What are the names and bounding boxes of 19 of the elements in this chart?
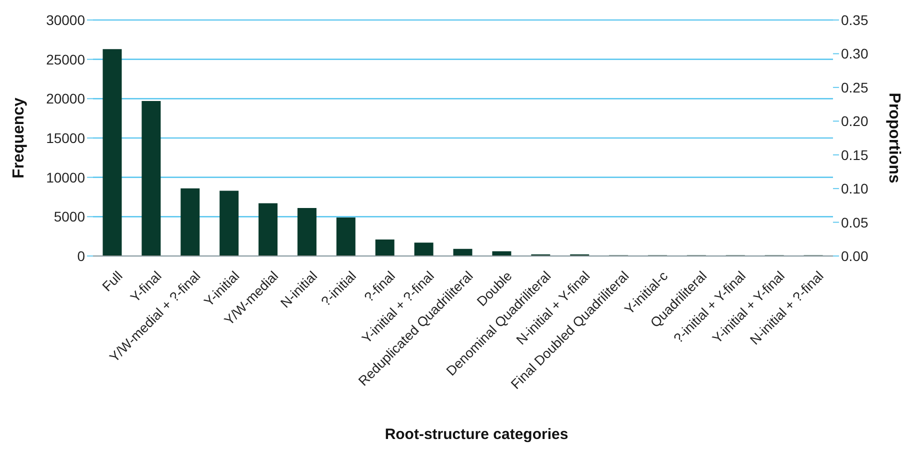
x-tick-label: Full — [99, 268, 126, 294]
y2-tick-label: 0.10 — [841, 180, 868, 197]
y2-tick-label: 0.05 — [841, 214, 868, 230]
y-axis-title: Frequency — [10, 97, 28, 178]
y-tick-label: 20000 — [46, 90, 86, 107]
y2-tick-label: 0.00 — [841, 248, 868, 264]
y-tick-label: 30000 — [46, 12, 86, 28]
y2-tick-label: 0.35 — [841, 12, 868, 28]
x-axis-title: Root-structure categories — [384, 426, 570, 443]
y-tick-label: 5000 — [54, 208, 86, 225]
y2-tick-label: 0.15 — [841, 146, 868, 163]
y-tick-label: 10000 — [46, 169, 86, 186]
y2-tick-label: 0.20 — [841, 113, 868, 130]
y-tick-label: 25000 — [46, 51, 86, 68]
y-tick-label: 15000 — [46, 130, 86, 146]
y-tick-label: 0 — [77, 248, 86, 264]
y2-axis-title: Proportions — [885, 92, 902, 184]
y2-tick-label: 0.30 — [841, 46, 868, 62]
y2-tick-label: 0.25 — [841, 79, 868, 96]
